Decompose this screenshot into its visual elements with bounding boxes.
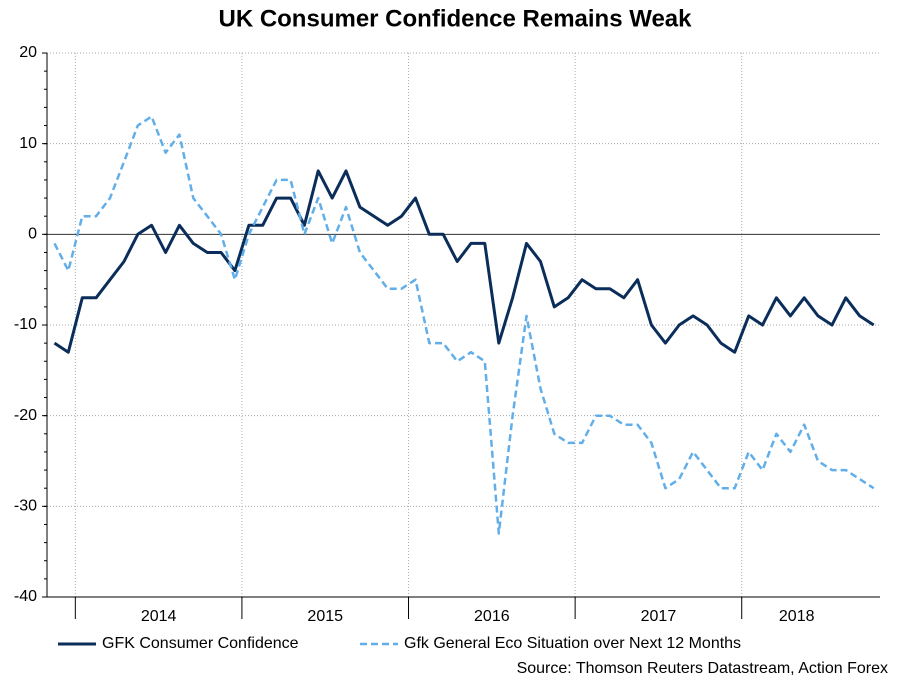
legend-label: Gfk General Eco Situation over Next 12 M… bbox=[404, 635, 741, 652]
y-tick-label: -40 bbox=[14, 588, 37, 605]
y-tick-label: -10 bbox=[14, 316, 37, 333]
y-tick-label: 10 bbox=[19, 135, 37, 152]
line-series bbox=[53, 169, 875, 354]
x-tick-label: 2016 bbox=[474, 608, 510, 625]
chart-title: UK Consumer Confidence Remains Weak bbox=[218, 5, 692, 32]
x-tick-label: 2017 bbox=[641, 608, 677, 625]
x-tick-label: 2018 bbox=[779, 608, 815, 625]
y-tick-label: 20 bbox=[19, 44, 37, 61]
x-tick-label: 2014 bbox=[141, 608, 177, 625]
y-tick-label: -20 bbox=[14, 407, 37, 424]
x-tick-label: 2015 bbox=[307, 608, 343, 625]
legend-label: GFK Consumer Confidence bbox=[102, 635, 299, 652]
line-series bbox=[53, 115, 875, 535]
source: Source: Thomson Reuters Datastream, Acti… bbox=[517, 660, 888, 677]
y-tick-label: 0 bbox=[28, 226, 37, 243]
y-tick-label: -30 bbox=[14, 498, 37, 515]
